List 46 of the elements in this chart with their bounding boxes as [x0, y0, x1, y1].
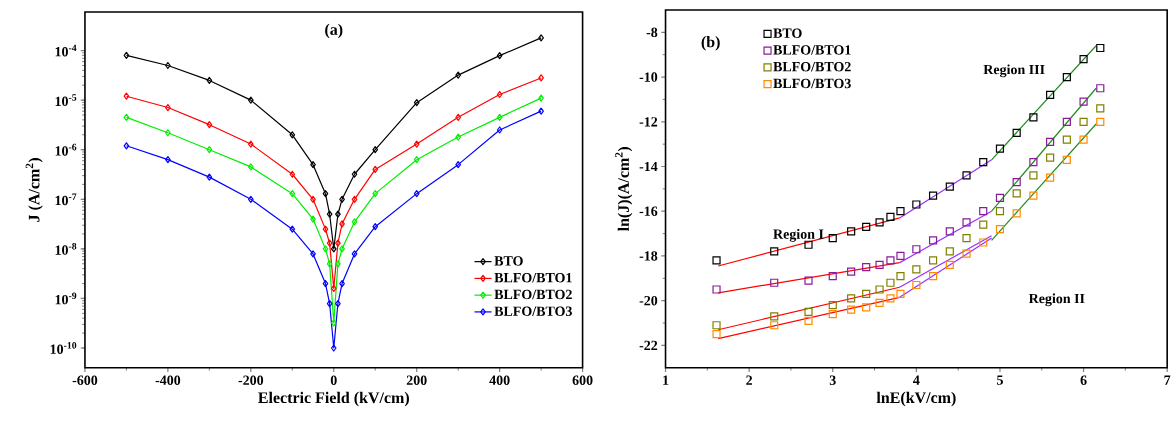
x-tick-label: 7	[1164, 375, 1171, 385]
legend-label: BTO	[494, 256, 523, 266]
x-tick-label: 4	[913, 375, 920, 385]
y-tick-label: 10$^{-7}$	[55, 193, 77, 206]
y-tick-label: -20	[639, 296, 658, 306]
x-tick-label: 600	[572, 375, 593, 386]
x-tick-label: -600	[72, 375, 98, 386]
x-tick-label: 400	[489, 375, 510, 386]
x-tick-label: 1	[663, 375, 669, 385]
y-tick-label: 10$^{-6}$	[55, 143, 77, 156]
y-tick-label: -10	[639, 72, 658, 82]
y-tick-label: -12	[639, 117, 658, 127]
legend-label: BLFO/BTO3	[773, 78, 851, 89]
legend-label: BLFO/BTO1	[494, 273, 572, 283]
legend-label: BLFO/BTO1	[773, 45, 851, 55]
x-tick-label: 0	[330, 375, 337, 386]
legend-label: BLFO/BTO3	[494, 306, 572, 317]
legend-label: BTO	[773, 28, 802, 39]
text: (b)	[701, 36, 720, 51]
y-tick-label: -14	[639, 162, 658, 172]
y-tick-label: 10$^{-9}$	[55, 292, 77, 305]
legend-label: BLFO/BTO2	[773, 62, 851, 72]
x-tick-label: 2	[746, 375, 753, 385]
x-tick-label: 3	[829, 375, 836, 386]
annotation: Region I	[773, 229, 824, 242]
text: (a)	[325, 23, 343, 39]
x-tick-label: 5	[997, 375, 1003, 385]
x-tick-label: -400	[155, 375, 181, 386]
x-axis-title: lnE(kV/cm)	[876, 391, 956, 407]
y-tick-label: 10$^{-5}$	[55, 94, 77, 107]
y-axis-title: J (A/cm$^{2}$)	[25, 158, 43, 222]
y-tick-label: 10$^{-4}$	[55, 44, 77, 57]
x-tick-label: 200	[406, 375, 427, 386]
y-tick-label: -18	[639, 251, 658, 261]
y-tick-label: -8	[646, 27, 658, 38]
legend-label: BLFO/BTO2	[494, 289, 572, 300]
x-tick-label: -200	[238, 375, 264, 386]
y-axis-title: ln(J)(A/cm$^{2}$)	[615, 147, 633, 232]
x-axis-title: Electric Field (kV/cm)	[258, 391, 409, 407]
y-tick-label: 10$^{-10}$	[50, 342, 77, 355]
y-tick-label: -16	[639, 206, 658, 217]
y-tick-label: 10$^{-8}$	[55, 243, 77, 255]
annotation: Region III	[983, 64, 1045, 78]
annotation: Region II	[1028, 293, 1085, 307]
y-tick-label: -22	[639, 340, 658, 351]
x-tick-label: 6	[1080, 375, 1087, 386]
